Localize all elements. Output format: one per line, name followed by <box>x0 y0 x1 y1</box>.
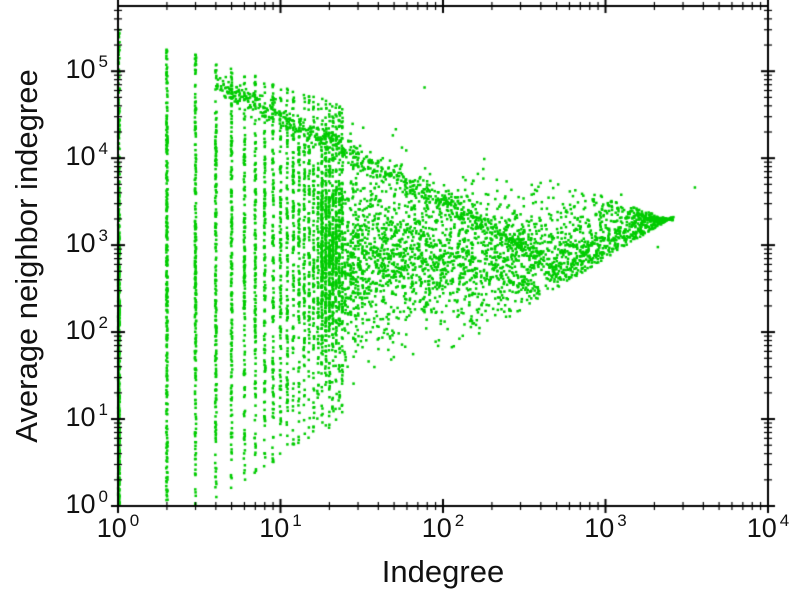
x-tick-label: 10 2 <box>421 511 465 543</box>
x-tick-label: 10 1 <box>259 511 302 543</box>
x-tick-label: 10 3 <box>584 511 627 543</box>
x-tick-label: 10 4 <box>746 511 790 543</box>
y-tick-label: 10 1 <box>65 400 108 433</box>
y-tick-label: 10 0 <box>65 487 108 519</box>
y-tick-label: 10 3 <box>65 226 108 259</box>
y-axis-tick-labels: 10 0 10 1 10 2 10 3 10 4 10 5 <box>38 0 108 600</box>
x-tick-label: 10 0 <box>96 511 140 543</box>
y-tick-label: 10 5 <box>65 52 108 85</box>
y-tick-label: 10 2 <box>65 313 108 346</box>
y-axis-title: Average neighbor indegree <box>9 69 44 443</box>
x-axis-title: Indegree <box>381 554 505 589</box>
y-tick-label: 10 4 <box>65 139 108 172</box>
x-axis-tick-labels: 10 0 10 1 10 2 10 3 10 4 <box>0 511 803 555</box>
